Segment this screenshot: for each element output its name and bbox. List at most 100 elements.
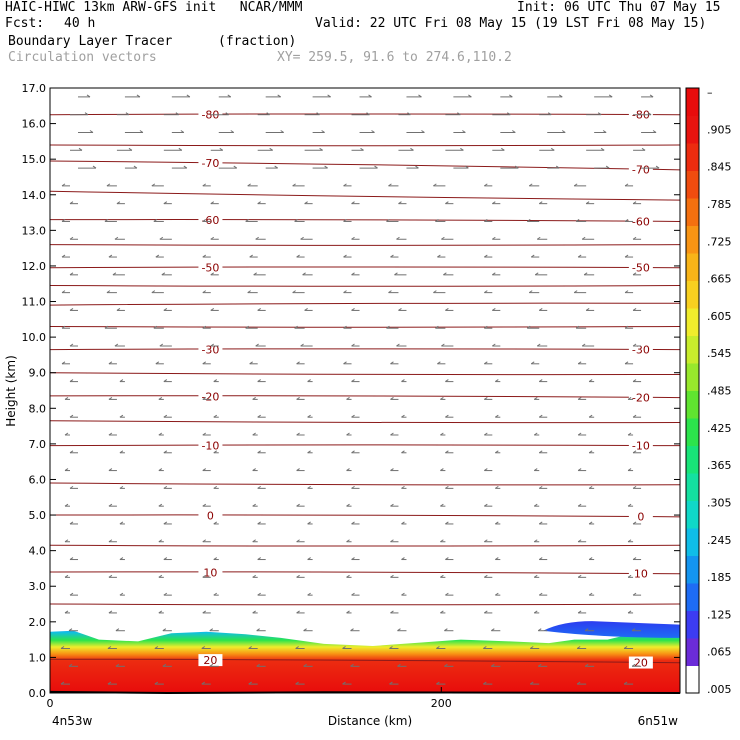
vector-arrow-head: [655, 165, 660, 169]
vector-arrow-head: [68, 628, 73, 632]
vector-arrow-head: [296, 610, 300, 614]
contour-label-bg: [628, 261, 653, 274]
vector-arrow-head: [443, 272, 447, 276]
temperature-contour-line: [49, 395, 681, 399]
vector-arrow-head: [576, 646, 581, 649]
vector-arrow-head: [484, 432, 488, 436]
vector-arrow-head: [257, 308, 261, 311]
vector-arrow-head: [390, 468, 394, 471]
vector-arrow-head: [64, 468, 69, 471]
vector-arrow-head: [368, 94, 372, 98]
vector-arrow-head: [600, 147, 605, 151]
vector-arrow-head: [213, 592, 218, 596]
vector-arrow-head: [116, 308, 121, 311]
vector-arrow-head: [292, 183, 296, 187]
vector-arrow-head: [351, 343, 355, 347]
vector-arrow-head: [175, 112, 180, 116]
colorbar-swatch: [686, 583, 699, 611]
colorbar-label: .785: [707, 198, 732, 211]
vector-arrow-head: [69, 450, 74, 454]
temperature-contour-line: [49, 144, 681, 147]
vector-arrow-head: [538, 308, 543, 311]
vector-arrow-head: [350, 663, 354, 667]
y-tick-label: 5.0: [29, 509, 47, 522]
vector-arrow-head: [538, 485, 543, 489]
vector-arrow-head: [389, 646, 393, 649]
vector-arrow-head: [533, 432, 538, 436]
vector-arrow-head: [390, 574, 394, 578]
vector-arrow-head: [125, 112, 130, 116]
vector-arrow-head: [351, 414, 355, 418]
x-left-endpoint-label: 4n53w: [52, 714, 93, 728]
contour-label: -10: [201, 440, 219, 453]
vector-arrow-head: [296, 539, 300, 543]
vector-arrow-head: [602, 130, 607, 133]
vector-arrow-head: [343, 183, 347, 187]
vector-arrow-head: [577, 539, 582, 543]
vector-arrow-head: [445, 379, 449, 383]
vector-arrow-head: [533, 503, 538, 507]
vector-arrow-head: [627, 574, 632, 578]
y-tick-label: 10.0: [22, 331, 47, 344]
vector-arrow-head: [440, 396, 444, 400]
y-axis-label: Height (km): [4, 355, 18, 426]
vector-arrow-head: [390, 254, 394, 258]
vector-arrow-head: [159, 343, 164, 347]
temperature-contour-line: [49, 658, 681, 664]
vector-arrow-head: [115, 628, 120, 632]
vector-arrow-head: [213, 521, 218, 525]
vector-arrow-head: [252, 432, 256, 436]
colorbar-swatch: [686, 528, 699, 556]
vector-arrow-head: [307, 379, 311, 383]
temperature-contour-line: [49, 603, 681, 606]
vector-arrow-head: [248, 646, 252, 649]
temperature-contour-line: [49, 372, 681, 376]
colorbar-swatch: [686, 115, 699, 144]
vector-arrow-head: [533, 468, 538, 471]
vector-arrow-head: [550, 147, 555, 151]
vector-arrow-head: [257, 201, 261, 205]
vector-arrow-head: [213, 450, 218, 454]
vector-arrow-head: [257, 450, 261, 454]
vector-arrow-head: [441, 236, 445, 240]
vector-arrow-head: [588, 450, 593, 454]
vector-arrow-head: [257, 485, 261, 489]
vector-arrow-head: [112, 272, 117, 276]
vector-arrow-head: [252, 610, 256, 614]
vector-arrow-head: [64, 432, 69, 436]
vector-arrow-head: [202, 254, 207, 258]
vector-arrow-head: [296, 503, 300, 507]
vector-arrow-head: [153, 325, 158, 329]
colorbar-label: .245: [707, 534, 732, 547]
vector-arrow-head: [528, 290, 533, 294]
colorbar-swatch: [686, 143, 699, 171]
vector-arrow-head: [588, 557, 593, 560]
vector-arrow-head: [457, 112, 461, 116]
tracer-fill: [50, 625, 680, 693]
vector-arrow-head: [492, 272, 496, 276]
vector-arrow-head: [533, 610, 538, 614]
contour-label: -80: [201, 109, 219, 122]
vector-arrow-head: [61, 183, 66, 187]
vector-arrow-head: [440, 468, 444, 471]
vector-arrow-head: [92, 165, 97, 169]
vector-arrow-head: [484, 325, 488, 329]
vector-arrow-head: [484, 396, 488, 400]
vector-arrow-head: [252, 539, 256, 543]
vector-arrow-head: [526, 325, 531, 329]
vector-arrow-head: [69, 414, 74, 418]
vector-arrow-head: [440, 610, 444, 614]
vector-arrow-head: [114, 343, 119, 347]
vector-arrow-head: [445, 201, 449, 205]
colorbar-swatch: [686, 418, 699, 446]
vector-arrow-head: [245, 325, 249, 329]
vector-arrow-head: [627, 396, 632, 400]
vector-arrow-head: [202, 290, 207, 294]
vector-arrow-head: [533, 574, 538, 578]
vector-arrow-head: [649, 94, 654, 98]
vector-arrow-head: [501, 147, 505, 151]
vector-arrow-head: [445, 485, 449, 489]
temperature-contour-line: [49, 348, 681, 351]
vector-arrow-head: [257, 557, 261, 560]
vector-arrow-head: [351, 308, 355, 311]
